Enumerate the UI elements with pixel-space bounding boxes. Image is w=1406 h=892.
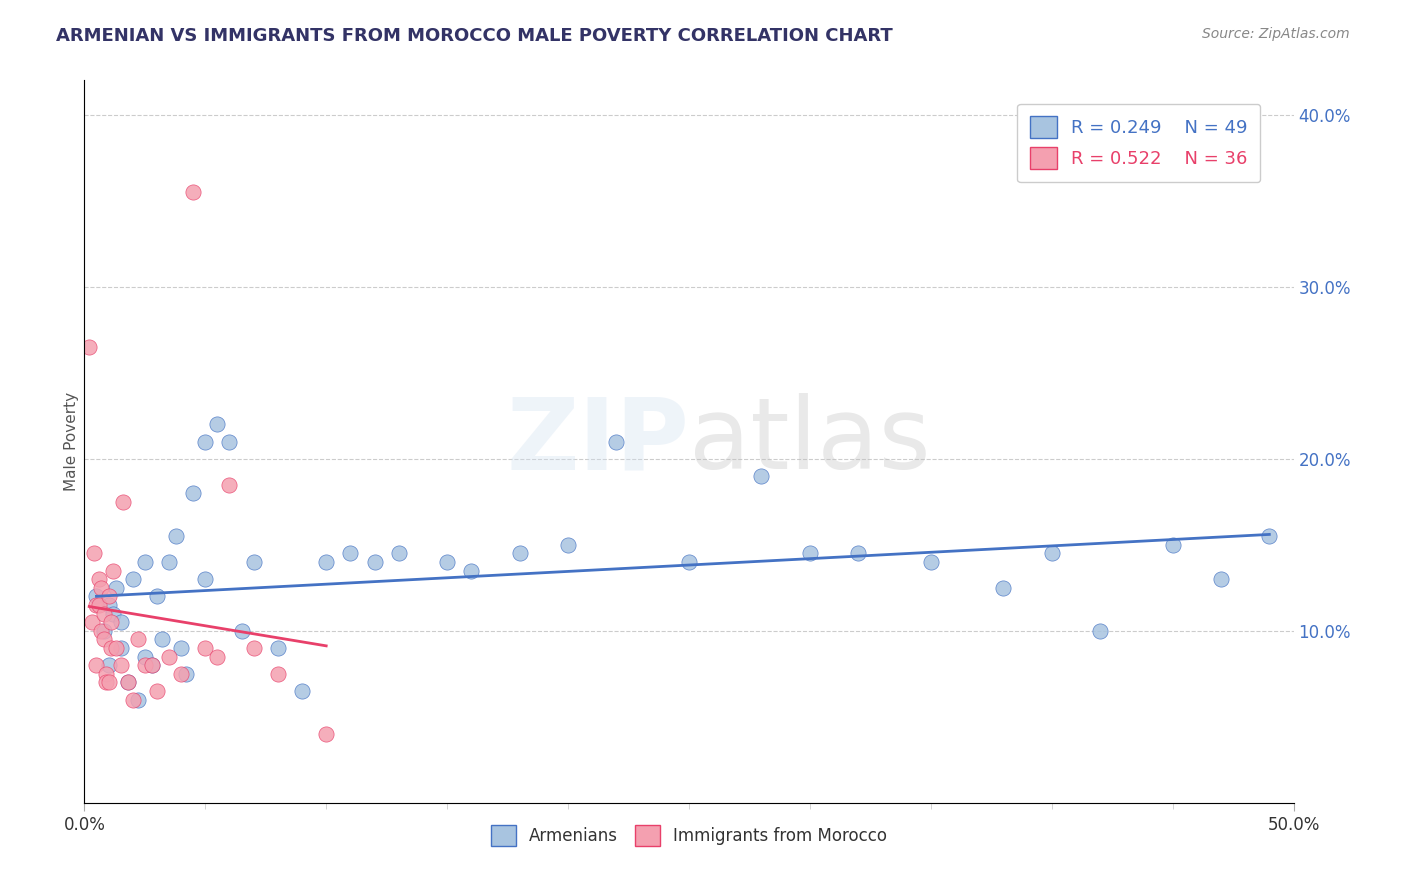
Point	[93, 632, 115, 647]
Point	[207, 649, 229, 664]
Point	[1258, 529, 1281, 543]
Point	[90, 581, 112, 595]
Point	[121, 692, 143, 706]
Point	[146, 590, 169, 604]
Point	[242, 640, 264, 655]
Point	[77, 340, 100, 354]
Point	[80, 615, 103, 630]
Point	[93, 624, 115, 638]
Point	[267, 666, 290, 681]
Point	[100, 615, 122, 630]
Point	[112, 494, 135, 508]
Point	[231, 624, 253, 638]
Point	[170, 640, 193, 655]
Point	[110, 658, 132, 673]
Text: atlas: atlas	[689, 393, 931, 490]
Point	[1040, 546, 1063, 560]
Point	[1088, 624, 1111, 638]
Point	[86, 598, 108, 612]
Point	[90, 624, 112, 638]
Point	[110, 615, 132, 630]
Point	[157, 649, 180, 664]
Point	[103, 607, 125, 621]
Y-axis label: Male Poverty: Male Poverty	[63, 392, 79, 491]
Point	[127, 692, 149, 706]
Point	[100, 640, 122, 655]
Point	[174, 666, 197, 681]
Point	[436, 555, 458, 569]
Point	[315, 727, 337, 741]
Point	[97, 658, 120, 673]
Point	[605, 434, 627, 449]
Point	[146, 684, 169, 698]
Point	[87, 598, 110, 612]
Point	[218, 434, 240, 449]
Point	[460, 564, 482, 578]
Point	[94, 675, 117, 690]
Point	[218, 477, 240, 491]
Text: ZIP: ZIP	[506, 393, 689, 490]
Legend: Armenians, Immigrants from Morocco: Armenians, Immigrants from Morocco	[484, 819, 894, 852]
Point	[315, 555, 337, 569]
Point	[83, 546, 105, 560]
Point	[141, 658, 163, 673]
Point	[104, 581, 127, 595]
Point	[207, 417, 229, 432]
Point	[97, 598, 120, 612]
Point	[110, 640, 132, 655]
Point	[799, 546, 821, 560]
Point	[388, 546, 411, 560]
Point	[157, 555, 180, 569]
Point	[291, 684, 314, 698]
Point	[94, 666, 117, 681]
Point	[339, 546, 361, 560]
Point	[181, 185, 204, 199]
Point	[121, 572, 143, 586]
Point	[993, 581, 1015, 595]
Point	[150, 632, 173, 647]
Point	[86, 658, 108, 673]
Text: ARMENIAN VS IMMIGRANTS FROM MOROCCO MALE POVERTY CORRELATION CHART: ARMENIAN VS IMMIGRANTS FROM MOROCCO MALE…	[56, 27, 893, 45]
Point	[104, 640, 127, 655]
Point	[194, 434, 217, 449]
Point	[97, 675, 120, 690]
Point	[170, 666, 193, 681]
Point	[103, 564, 125, 578]
Point	[678, 555, 700, 569]
Point	[134, 658, 156, 673]
Point	[87, 572, 110, 586]
Point	[363, 555, 385, 569]
Point	[1209, 572, 1232, 586]
Point	[127, 632, 149, 647]
Point	[267, 640, 290, 655]
Point	[1161, 538, 1184, 552]
Text: Source: ZipAtlas.com: Source: ZipAtlas.com	[1202, 27, 1350, 41]
Point	[846, 546, 869, 560]
Point	[751, 469, 773, 483]
Point	[117, 675, 139, 690]
Point	[194, 572, 217, 586]
Point	[117, 675, 139, 690]
Point	[509, 546, 531, 560]
Point	[920, 555, 942, 569]
Point	[97, 590, 120, 604]
Point	[93, 607, 115, 621]
Point	[165, 529, 187, 543]
Point	[86, 590, 108, 604]
Point	[557, 538, 579, 552]
Point	[141, 658, 163, 673]
Point	[194, 640, 217, 655]
Point	[181, 486, 204, 500]
Point	[242, 555, 264, 569]
Point	[134, 649, 156, 664]
Point	[134, 555, 156, 569]
